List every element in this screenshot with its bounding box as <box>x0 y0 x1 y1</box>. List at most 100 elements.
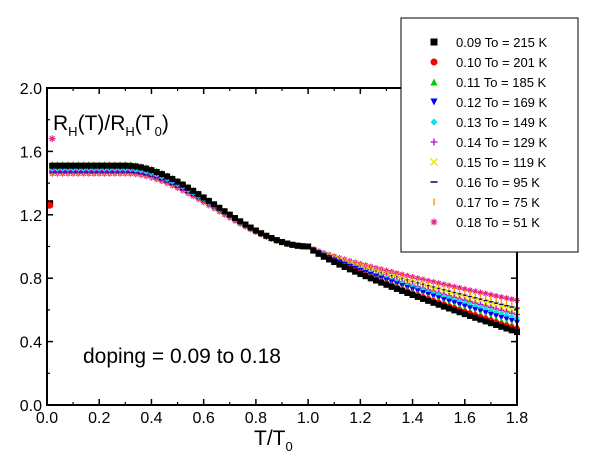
data-point <box>164 173 171 180</box>
data-point <box>467 287 473 294</box>
data-point <box>456 309 463 316</box>
data-point <box>461 311 468 318</box>
y-axis-label: RH(T)/RH(T0) <box>53 112 169 139</box>
legend-item: 0.11 To = 185 K <box>430 75 547 90</box>
legend-item: 0.15 To = 119 K <box>430 155 547 170</box>
data-point <box>54 162 61 169</box>
legend-marker <box>430 58 438 66</box>
data-point <box>279 239 285 246</box>
data-point <box>268 235 275 242</box>
data-point <box>49 162 56 169</box>
legend-box <box>400 17 579 253</box>
data-point <box>169 175 176 182</box>
x-tick-label: 0.6 <box>193 410 215 427</box>
data-point <box>80 162 87 169</box>
data-point <box>508 318 515 325</box>
data-point <box>477 289 484 296</box>
data-point <box>477 316 484 323</box>
data-point <box>336 261 343 268</box>
x-axis-label: T/T0 <box>254 427 293 454</box>
y-tick-label: 0.0 <box>20 398 42 415</box>
data-point <box>148 167 155 174</box>
y-tick-label: 2.0 <box>20 81 42 98</box>
data-point <box>59 162 66 169</box>
data-point <box>498 294 505 301</box>
data-point <box>64 162 71 169</box>
data-point <box>388 283 395 290</box>
data-point <box>503 305 511 313</box>
data-point <box>91 162 97 169</box>
y-tick-label: 0.4 <box>20 335 42 352</box>
data-point <box>185 184 191 191</box>
data-point <box>174 178 181 185</box>
data-point <box>106 162 113 169</box>
data-point <box>101 162 108 169</box>
x-tick-label: 1.8 <box>506 410 528 427</box>
legend-marker <box>430 138 438 146</box>
data-point <box>393 285 400 292</box>
legend-item: 0.17 To = 75 K <box>433 195 540 210</box>
data-point <box>367 275 374 282</box>
data-point <box>508 327 515 334</box>
data-point <box>127 162 134 169</box>
data-point <box>247 224 254 231</box>
data-point <box>430 299 437 306</box>
data-point <box>456 284 463 291</box>
data-point <box>158 171 165 178</box>
data-point <box>132 163 139 170</box>
data-point <box>111 162 118 169</box>
data-point <box>399 287 406 294</box>
data-point <box>320 253 327 260</box>
data-point <box>508 296 515 303</box>
data-point <box>373 277 379 284</box>
data-point <box>440 303 447 310</box>
legend-marker <box>430 158 438 166</box>
legend-item: 0.16 To = 95 K <box>430 175 540 190</box>
data-point <box>96 162 103 169</box>
data-point <box>221 208 228 215</box>
axis-ticks: 0.0 0.2 0.4 0.6 0.8 1.0 1.2 1.4 1.6 1.8 0.0 0.4 0.8 1… <box>20 81 528 427</box>
legend-item: 0.12 To = 169 K <box>430 95 548 110</box>
data-point <box>331 259 338 266</box>
legend-label: 0.11 To = 185 K <box>456 75 547 90</box>
data-point <box>326 256 332 263</box>
data-point <box>153 168 160 175</box>
data-point <box>294 242 301 249</box>
legend-label: 0.14 To = 129 K <box>456 135 548 150</box>
data-point <box>70 162 77 169</box>
data-point <box>216 204 223 211</box>
data-point <box>75 162 82 169</box>
x-tick-label: 0.0 <box>36 410 58 427</box>
legend-label: 0.18 To = 51 K <box>456 215 540 230</box>
data-point <box>493 322 500 329</box>
data-point <box>284 240 291 247</box>
legend: 0.09 To = 215 K 0.10 To = 201 K 0.11 To = … <box>430 35 548 230</box>
legend-label: 0.12 To = 169 K <box>456 95 548 110</box>
data-point <box>226 211 233 218</box>
data-point <box>352 268 359 275</box>
data-point <box>195 191 202 198</box>
legend-marker <box>430 218 438 226</box>
legend-label: 0.15 To = 119 K <box>456 155 547 170</box>
data-points-layer <box>46 135 521 336</box>
legend-label: 0.09 To = 215 K <box>456 35 548 50</box>
data-point <box>472 288 479 295</box>
data-point <box>289 241 296 248</box>
x-tick-label: 1.2 <box>349 410 371 427</box>
data-point <box>138 164 144 171</box>
data-point <box>446 305 453 312</box>
y-tick-label: 1.6 <box>20 144 42 161</box>
x-tick-label: 0.4 <box>140 410 162 427</box>
data-point <box>503 325 510 332</box>
data-point <box>451 283 458 290</box>
data-point <box>242 221 249 228</box>
outlier-point <box>48 135 56 143</box>
data-point <box>357 270 364 277</box>
data-point <box>487 291 494 298</box>
data-point <box>117 162 124 169</box>
data-point <box>341 263 348 270</box>
data-point <box>211 201 218 208</box>
data-point <box>273 237 280 244</box>
legend-marker <box>430 118 438 126</box>
